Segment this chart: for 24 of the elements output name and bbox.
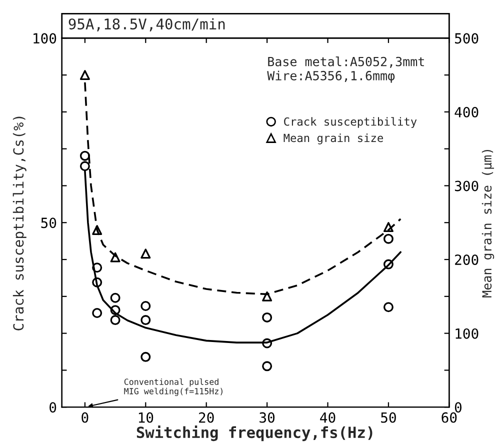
- y-tick-label: 100: [34, 33, 56, 44]
- x-tick-label: 10: [138, 412, 154, 423]
- y2-tick-label: 0: [454, 402, 462, 413]
- legend-label: Mean grain size: [284, 134, 383, 144]
- legend-label: Crack susceptibility: [284, 117, 417, 128]
- y2-tick-label: 200: [455, 254, 478, 266]
- chart-title: 95A,18.5V,40cm/min: [68, 18, 225, 32]
- y2-axis-title: Mean grain size (μm): [482, 150, 494, 298]
- y-tick-label: 0: [50, 402, 56, 413]
- x-tick-label: 50: [381, 412, 396, 423]
- x-tick-label: 30: [260, 412, 275, 423]
- x-tick-label: 60: [442, 412, 457, 423]
- x-tick-label: 40: [320, 412, 336, 423]
- y2-tick-label: 300: [454, 180, 478, 192]
- x-axis-title: Switching frequency,fs(Hz): [136, 425, 372, 442]
- x-tick-label: 0: [82, 412, 88, 423]
- x-tick-label: 20: [199, 412, 214, 423]
- y-tick-label: 50: [41, 218, 56, 228]
- y2-tick-label: 100: [456, 328, 478, 339]
- y2-tick-label: 500: [455, 33, 478, 44]
- y2-tick-label: 400: [454, 106, 478, 118]
- annotation: Conventional pulsed MIG welding(f=115Hz): [124, 378, 222, 396]
- y-axis-title: Crack susceptibility,Cs(%): [12, 116, 26, 330]
- annotation: Base metal:A5052,3mmt Wire:A5356,1.6mmφ: [267, 56, 424, 83]
